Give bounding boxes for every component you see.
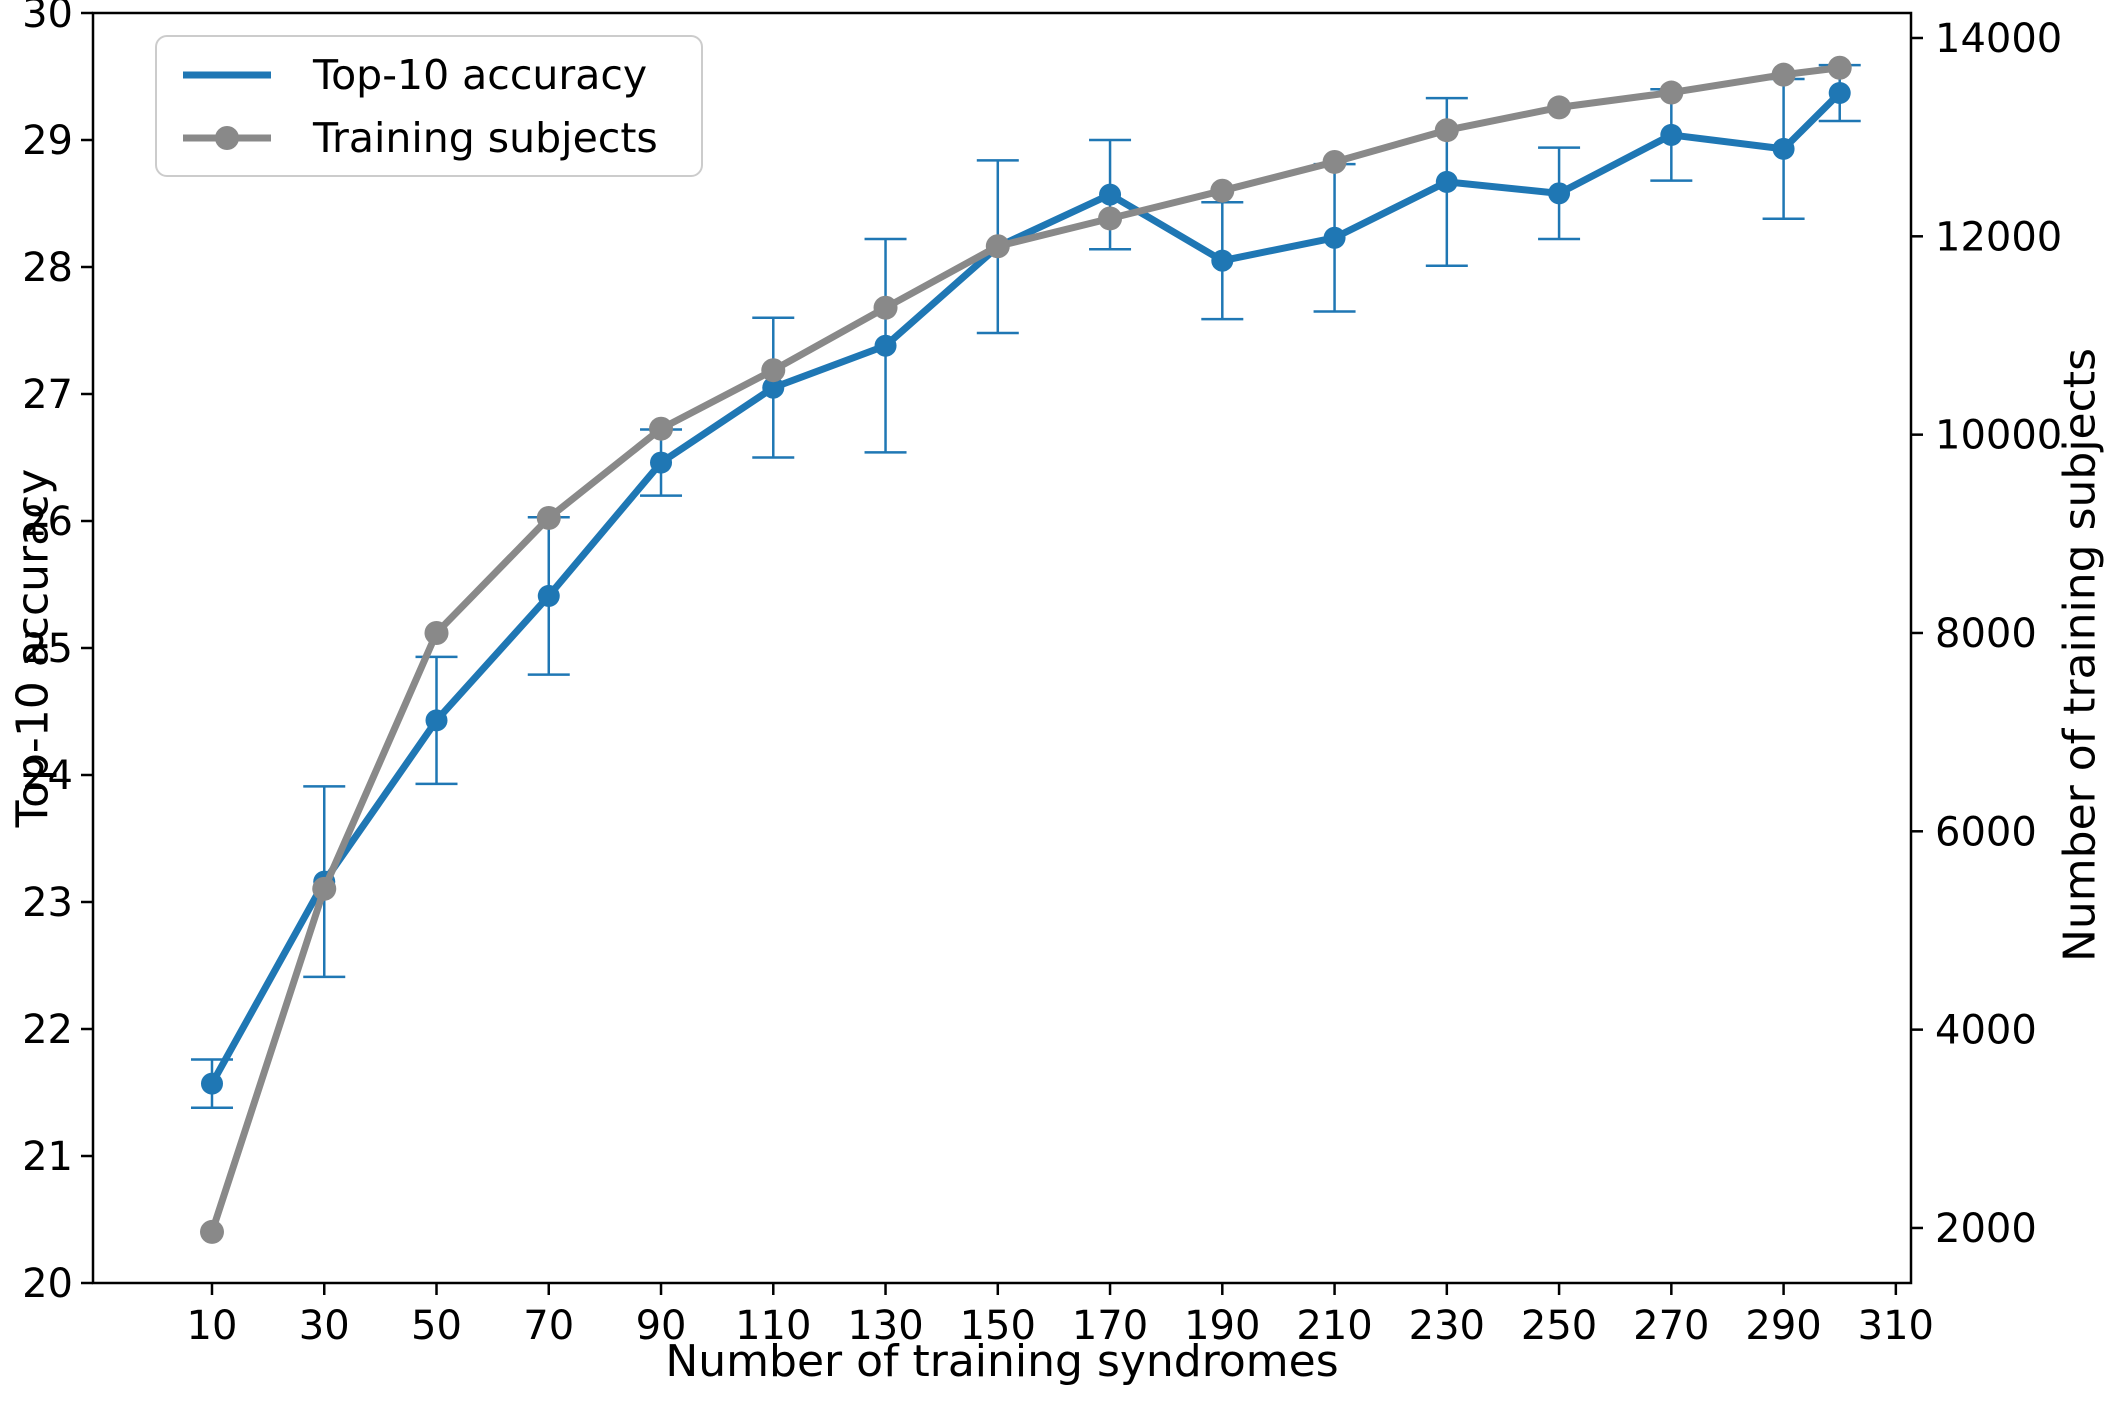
y-right-tick-label: 12000 (1935, 214, 2062, 260)
x-tick-label: 170 (1072, 1303, 1148, 1349)
top10-accuracy-marker (537, 584, 560, 607)
top10-accuracy-marker (1099, 183, 1122, 206)
x-tick-label: 110 (735, 1303, 811, 1349)
x-tick-label: 230 (1409, 1303, 1485, 1349)
training-subjects-marker (199, 1219, 224, 1244)
y-right-tick-label: 14000 (1935, 16, 2062, 62)
training-subjects-marker (1547, 95, 1572, 120)
top10-accuracy-marker (874, 334, 897, 357)
top10-accuracy-marker (1211, 249, 1234, 272)
x-tick-label: 150 (960, 1303, 1036, 1349)
y-left-tick-label: 24 (22, 753, 73, 799)
axes-frame (91, 11, 1913, 1285)
training-subjects-line (208, 64, 1841, 1234)
legend-entry-top10-accuracy: Top-10 accuracy (179, 51, 701, 99)
x-tick-label: 10 (187, 1303, 238, 1349)
top10-accuracy-marker (1828, 82, 1851, 105)
x-tick-label: 210 (1296, 1303, 1372, 1349)
y-left-tick-label: 27 (22, 372, 73, 418)
y-right-tick-label: 10000 (1935, 413, 2062, 459)
legend-line-marker-sample-gray (183, 125, 271, 150)
training-subjects-marker (1210, 178, 1235, 203)
top10-accuracy-marker (425, 709, 448, 732)
y-right-tick-label: 6000 (1935, 809, 2037, 855)
legend-entry-training-subjects: Training subjects (179, 114, 701, 162)
training-subjects-marker (985, 234, 1010, 259)
y-left-tick-label: 26 (22, 499, 73, 545)
training-subjects-marker (1827, 55, 1852, 80)
legend-line-sample-blue (183, 71, 271, 78)
training-subjects-marker (424, 620, 449, 645)
y-left-tick-label: 30 (22, 0, 73, 37)
x-tick-label: 90 (636, 1303, 687, 1349)
y-left-tick-label: 28 (22, 245, 73, 291)
training-subjects-marker (1434, 118, 1459, 143)
training-subjects-marker (1659, 80, 1684, 105)
x-tick-label: 270 (1633, 1303, 1709, 1349)
y-axis-label-right: Number of training subjects (2054, 348, 2106, 962)
top10-accuracy-marker (1660, 123, 1683, 146)
y-left-tick-label: 23 (22, 880, 73, 926)
y-left-tick-label: 22 (22, 1007, 73, 1053)
top10-accuracy-marker (1323, 226, 1346, 249)
training-subjects-marker (873, 295, 898, 320)
y-left-tick-label: 20 (22, 1261, 73, 1307)
x-tick-label: 190 (1184, 1303, 1260, 1349)
top10-accuracy-marker (650, 451, 673, 474)
x-tick-label: 250 (1521, 1303, 1597, 1349)
x-axis-label: Number of training syndromes (665, 1336, 1339, 1387)
top10-accuracy-marker (1772, 137, 1795, 160)
x-tick-label: 310 (1858, 1303, 1934, 1349)
x-tick-label: 290 (1745, 1303, 1821, 1349)
legend-label-training-subjects: Training subjects (313, 113, 658, 162)
top10-accuracy-marker (1435, 170, 1458, 193)
x-tick-label: 130 (847, 1303, 923, 1349)
training-subjects-marker (1771, 62, 1796, 87)
y-left-tick-label: 25 (22, 626, 73, 672)
training-subjects-marker (312, 876, 337, 901)
legend-label-top10-accuracy: Top-10 accuracy (313, 50, 648, 99)
y-left-tick-label: 29 (22, 118, 73, 164)
x-tick-label: 70 (523, 1303, 574, 1349)
training-subjects-marker (1098, 206, 1123, 231)
training-subjects-marker (649, 416, 674, 441)
top10-accuracy-marker (200, 1072, 223, 1095)
y-right-tick-label: 8000 (1935, 611, 2037, 657)
x-tick-label: 50 (411, 1303, 462, 1349)
top10-accuracy-line (208, 90, 1843, 1086)
y-axis-label-left: Top-10 accuracy (7, 468, 59, 828)
y-right-tick-label: 4000 (1935, 1008, 2037, 1054)
x-tick-label: 30 (299, 1303, 350, 1349)
training-subjects-marker (536, 505, 561, 530)
y-left-tick-label: 21 (22, 1134, 73, 1180)
training-subjects-marker (761, 358, 786, 383)
top10-accuracy-marker (1548, 182, 1571, 205)
y-right-tick-label: 2000 (1935, 1206, 2037, 1252)
legend: Top-10 accuracy Training subjects (155, 35, 703, 177)
top10-accuracy-marker (762, 376, 785, 399)
training-subjects-marker (1322, 149, 1347, 174)
